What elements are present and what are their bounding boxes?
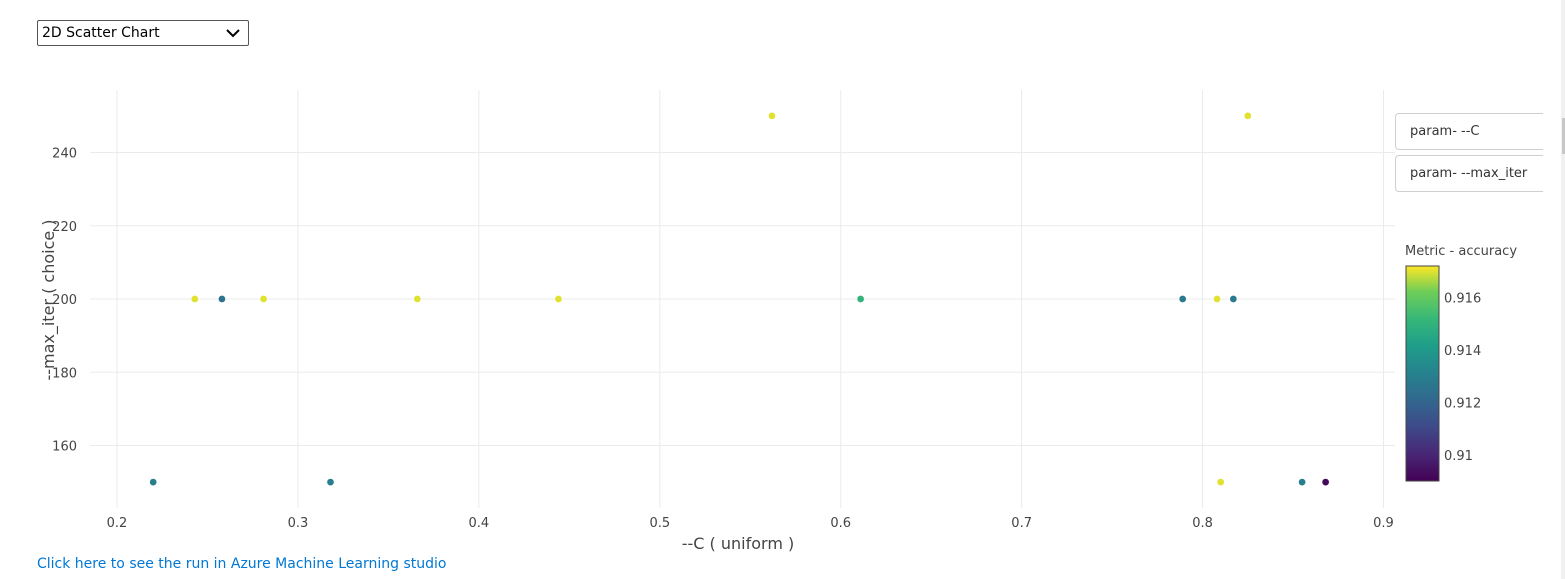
colorbar-title: Metric - accuracy	[1405, 244, 1517, 259]
y-tick-label: 200	[52, 293, 77, 308]
data-point	[1298, 478, 1306, 486]
chevron-down-icon	[226, 29, 240, 38]
colorbar-tick-label: 0.914	[1444, 344, 1481, 359]
data-point	[259, 295, 268, 303]
x-tick-label: 0.2	[107, 516, 128, 531]
chart-type-select-value: 2D Scatter Chart	[42, 25, 160, 41]
data-point	[1229, 295, 1238, 303]
x-tick-label: 0.7	[1011, 516, 1032, 531]
data-point	[1321, 478, 1330, 486]
x-tick-label: 0.5	[649, 516, 670, 531]
data-point	[149, 478, 158, 486]
y-axis-param-label: param- --max_iter	[1410, 166, 1528, 181]
data-point	[768, 112, 776, 120]
scrollbar-thumb[interactable]	[1562, 118, 1565, 154]
data-point	[190, 295, 199, 303]
data-point	[1243, 112, 1252, 120]
y-tick-label: 180	[52, 366, 77, 381]
data-points	[149, 112, 1330, 486]
y-axis-ticks: 160 180 200 220 240	[52, 147, 77, 455]
x-tick-label: 0.6	[830, 516, 851, 531]
x-tick-label: 0.8	[1192, 516, 1213, 531]
data-point	[856, 295, 865, 303]
grid-lines	[90, 90, 1395, 508]
data-point	[554, 295, 563, 303]
x-tick-label: 0.4	[469, 516, 490, 531]
y-axis-title: --max_iter ( choice )	[39, 219, 59, 380]
data-point	[326, 478, 335, 486]
colorbar: Metric - accuracy 0.91 0.912 0.914 0.916	[1405, 244, 1517, 482]
x-axis-ticks: 0.2 0.3 0.4 0.5 0.6 0.7 0.8 0.9	[107, 516, 1394, 531]
x-axis-param-selector[interactable]: param- --C	[1395, 113, 1543, 150]
y-axis-param-selector[interactable]: param- --max_iter	[1395, 155, 1543, 192]
data-point	[218, 295, 226, 303]
y-tick-label: 220	[52, 220, 77, 235]
data-point	[1216, 478, 1225, 486]
data-point	[413, 295, 422, 303]
x-tick-label: 0.3	[288, 516, 309, 531]
x-axis-param-label: param- --C	[1410, 124, 1480, 139]
data-point	[1178, 295, 1187, 303]
colorbar-ticks: 0.91 0.912 0.914 0.916	[1444, 291, 1481, 463]
colorbar-gradient	[1405, 265, 1440, 482]
chart-type-select[interactable]: 2D Scatter Chart	[37, 20, 249, 46]
data-point	[1213, 295, 1221, 303]
y-tick-label: 240	[52, 147, 77, 162]
colorbar-tick-label: 0.916	[1444, 291, 1481, 306]
x-tick-label: 0.9	[1373, 516, 1394, 531]
x-axis-title: --C ( uniform )	[682, 534, 795, 553]
colorbar-tick-label: 0.91	[1444, 449, 1473, 464]
colorbar-tick-label: 0.912	[1444, 396, 1481, 411]
scrollbar[interactable]	[1561, 0, 1565, 579]
y-tick-label: 160	[52, 440, 77, 455]
azure-ml-studio-link[interactable]: Click here to see the run in Azure Machi…	[37, 556, 447, 572]
